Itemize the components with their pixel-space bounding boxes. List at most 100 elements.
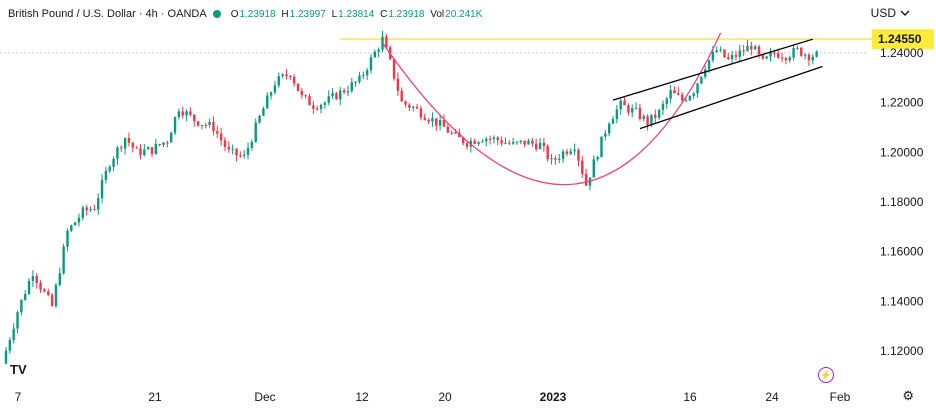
y-tick-label: 1.16000 — [880, 245, 924, 259]
candle-body — [757, 46, 761, 55]
x-tick-label: 12 — [355, 390, 369, 404]
candle-body — [584, 173, 588, 186]
candle-body — [250, 141, 254, 148]
candle-body — [419, 108, 423, 118]
candle-body — [266, 95, 269, 109]
candle-body — [289, 76, 292, 78]
candle-body — [565, 151, 569, 154]
candle-body — [346, 91, 350, 93]
y-tick-label: 1.14000 — [880, 294, 924, 308]
candle-body — [216, 131, 219, 134]
candle-body — [177, 111, 181, 118]
candle-body — [139, 148, 142, 156]
candle-body — [400, 90, 403, 102]
candle-body — [193, 114, 196, 122]
candle-body — [796, 47, 799, 49]
currency-selector[interactable]: USD — [871, 6, 910, 20]
y-tick-label: 1.22000 — [880, 96, 924, 110]
candle-body — [196, 121, 200, 126]
candle-body — [673, 90, 676, 94]
close-value: 1.23918 — [388, 8, 425, 20]
candle-body — [319, 104, 323, 109]
candle-body — [54, 285, 58, 306]
chart-legend: British Pound / U.S. Dollar · 4h · OANDA… — [8, 6, 485, 22]
candle-body — [807, 54, 811, 61]
candle-body — [780, 57, 784, 59]
y-tick-label: 1.12000 — [880, 344, 924, 358]
open-value: 1.23918 — [239, 8, 276, 20]
candle-body — [385, 36, 388, 48]
candle-body — [354, 81, 357, 83]
candle-body — [730, 54, 734, 59]
candle-body — [504, 142, 507, 144]
candle-body — [219, 133, 223, 141]
candle-body — [485, 138, 488, 142]
resistance-price-tag — [872, 29, 934, 50]
candle-body — [181, 111, 184, 116]
candle-body — [285, 74, 288, 77]
candle-body — [27, 280, 31, 295]
candle-body — [477, 142, 480, 144]
candle-body — [262, 108, 265, 116]
close-label: C — [380, 8, 388, 20]
candle-body — [331, 93, 334, 97]
volume-label: Vol — [430, 8, 445, 20]
candle-body — [77, 217, 81, 223]
candle-body — [600, 136, 603, 158]
candle-body — [339, 90, 342, 100]
candle-body — [58, 273, 61, 286]
candle-body — [415, 106, 419, 109]
candle-body — [750, 45, 753, 50]
candle-body — [358, 75, 361, 82]
lightning-icon[interactable]: ⚡ — [818, 367, 834, 383]
candle-body — [777, 53, 780, 58]
candle-body — [684, 100, 688, 102]
candle-body — [31, 276, 35, 281]
candle-body — [20, 299, 23, 313]
x-tick-label: 2023 — [540, 390, 567, 404]
candle-body — [554, 158, 557, 160]
candle-body — [811, 56, 814, 61]
candle-body — [615, 109, 619, 120]
candle-body — [112, 158, 115, 167]
candle-body — [704, 69, 707, 77]
symbol-title[interactable]: British Pound / U.S. Dollar · 4h · OANDA — [8, 8, 207, 20]
candle-body — [550, 158, 553, 160]
candle-body — [515, 141, 519, 143]
gear-icon[interactable]: ⚙ — [902, 388, 914, 403]
candle-body — [277, 76, 280, 86]
candle-body — [803, 54, 807, 56]
candle-body — [43, 289, 46, 292]
candle-body — [631, 108, 634, 113]
candle-body — [604, 133, 607, 137]
candle-body — [39, 282, 42, 290]
candle-body — [534, 143, 538, 150]
y-tick-label: 1.20000 — [880, 145, 924, 159]
candle-body — [35, 276, 38, 283]
candle-body — [661, 103, 665, 110]
candle-body — [16, 312, 19, 329]
candle-body — [492, 137, 496, 140]
candle-body — [627, 105, 630, 113]
candle-body — [47, 291, 50, 295]
candle-body — [538, 142, 542, 150]
candle-body — [423, 117, 426, 120]
candle-body — [335, 93, 338, 100]
candle-body — [200, 124, 204, 126]
candle-body — [239, 155, 242, 157]
candle-body — [711, 51, 715, 61]
candle-body — [131, 142, 134, 148]
candle-body — [707, 60, 711, 70]
candle-body — [146, 147, 150, 150]
high-label: H — [281, 8, 289, 20]
candle-body — [66, 230, 69, 247]
x-tick-label: 16 — [683, 390, 697, 404]
currency-label: USD — [870, 6, 896, 20]
candle-body — [596, 157, 599, 160]
candle-body — [592, 159, 596, 178]
low-value: 1.23814 — [338, 8, 375, 20]
tradingview-logo[interactable]: TV — [10, 362, 27, 377]
candle-body — [642, 116, 645, 120]
